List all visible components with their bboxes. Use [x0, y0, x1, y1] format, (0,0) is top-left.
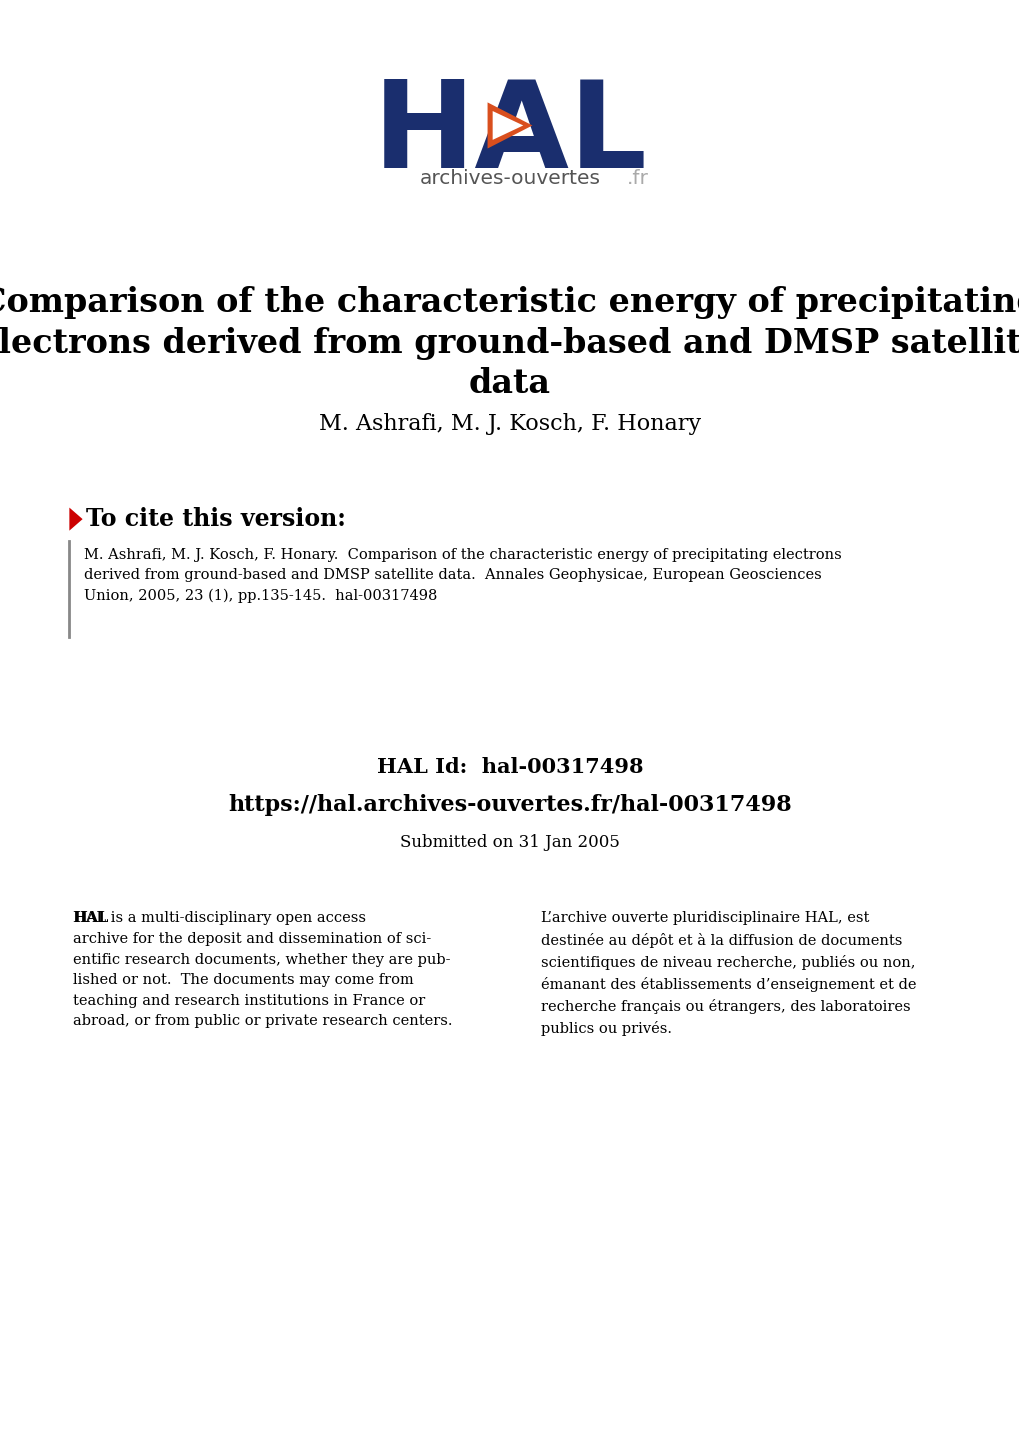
Polygon shape [69, 508, 83, 531]
Polygon shape [492, 111, 523, 140]
Text: https://hal.archives-ouvertes.fr/hal-00317498: https://hal.archives-ouvertes.fr/hal-003… [228, 793, 791, 816]
Text: data: data [469, 368, 550, 399]
Text: M. Ashrafi, M. J. Kosch, F. Honary: M. Ashrafi, M. J. Kosch, F. Honary [319, 412, 700, 435]
Text: L’archive ouverte pluridisciplinaire HAL, est
destinée au dépôt et à la diffusio: L’archive ouverte pluridisciplinaire HAL… [540, 911, 915, 1037]
Text: Comparison of the characteristic energy of precipitating: Comparison of the characteristic energy … [0, 287, 1019, 319]
Text: electrons derived from ground-based and DMSP satellite: electrons derived from ground-based and … [0, 327, 1019, 359]
Text: Submitted on 31 Jan 2005: Submitted on 31 Jan 2005 [399, 833, 620, 851]
Text: .fr: .fr [627, 169, 648, 189]
Text: To cite this version:: To cite this version: [86, 508, 345, 531]
Text: M. Ashrafi, M. J. Kosch, F. Honary.  Comparison of the characteristic energy of : M. Ashrafi, M. J. Kosch, F. Honary. Comp… [84, 548, 841, 603]
Text: HAL: HAL [73, 911, 109, 926]
Text: HAL is a multi-disciplinary open access
archive for the deposit and disseminatio: HAL is a multi-disciplinary open access … [73, 911, 452, 1028]
Text: archives-ouvertes: archives-ouvertes [419, 169, 600, 189]
Text: HAL Id:  hal-00317498: HAL Id: hal-00317498 [376, 757, 643, 777]
Text: HAL: HAL [372, 75, 647, 193]
Polygon shape [487, 102, 532, 149]
